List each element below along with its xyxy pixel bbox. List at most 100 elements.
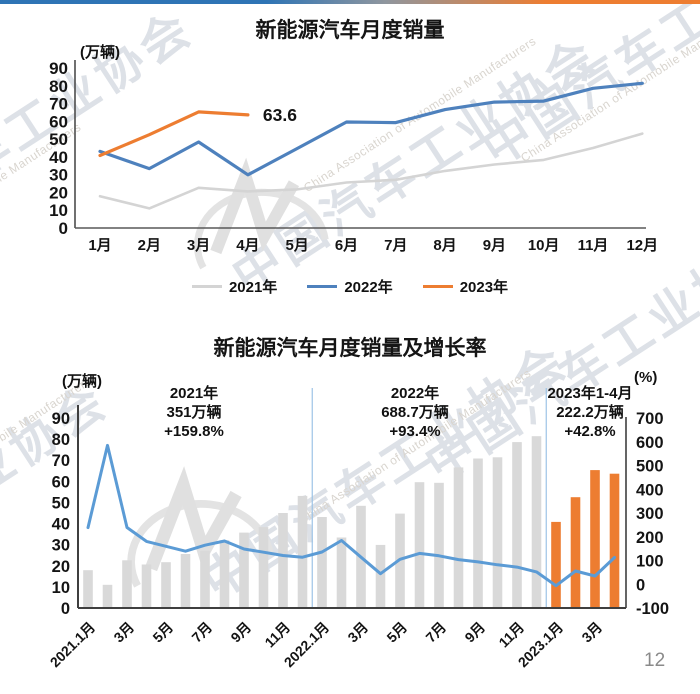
- y-tick-label: 50: [49, 130, 68, 149]
- annotation-volume: 222.2万辆: [556, 404, 624, 421]
- sales-growth-chart-title: 新能源汽车月度销量及增长率: [213, 337, 487, 360]
- y-tick-label: 40: [49, 148, 68, 167]
- legend-label: 2022年: [344, 279, 393, 296]
- accent-gradient-bar: [0, 0, 700, 4]
- right-tick-label: 100: [636, 553, 664, 571]
- left-tick-label: 20: [52, 558, 70, 576]
- y-tick-label: 0: [59, 219, 68, 238]
- y-tick-label: 70: [49, 95, 68, 114]
- y-tick-label: 20: [49, 183, 68, 202]
- sales-bar-2021: [161, 562, 171, 608]
- annotation-growth: +159.8%: [164, 423, 224, 440]
- sales-bar-2023: [551, 521, 561, 608]
- left-tick-label: 50: [52, 494, 70, 512]
- sales-bar-2021: [102, 584, 113, 608]
- sales-bar-2022: [453, 467, 464, 608]
- x-tick-label: 12月: [626, 237, 658, 254]
- left-tick-label: 40: [52, 516, 70, 534]
- legend-item-2021: 2021年: [191, 276, 278, 297]
- sales-bar-2021: [297, 495, 308, 608]
- legend-item-2022: 2022年: [307, 276, 393, 297]
- x-tick-label: 3月: [578, 619, 605, 646]
- x-tick-label: 8月: [433, 237, 456, 254]
- y-tick-label: 10: [49, 201, 68, 220]
- legend-line-swatch: [307, 285, 338, 288]
- annotation-year: 2023年1-4月: [547, 385, 633, 402]
- x-tick-label: 5月: [383, 619, 410, 646]
- x-tick-label: 9月: [461, 619, 488, 646]
- legend-line-swatch: [191, 285, 222, 288]
- left-tick-label: 90: [52, 410, 70, 428]
- sales-bar-2023: [590, 470, 600, 608]
- annotation-year: 2021年: [169, 385, 219, 402]
- right-tick-label: 0: [636, 576, 645, 594]
- x-tick-label: 3月: [110, 619, 137, 646]
- right-tick-label: 400: [636, 481, 664, 499]
- sales-bar-2022: [375, 544, 386, 608]
- sales-bar-2022: [492, 457, 503, 608]
- sales-bar-2022: [414, 482, 425, 608]
- left-tick-label: 0: [61, 600, 70, 618]
- series-line-2022年: [98, 81, 644, 177]
- x-tick-label: 6月: [335, 237, 358, 254]
- x-tick-label: 2021.1月: [47, 619, 98, 670]
- legend-item-2023: 2023年: [422, 276, 508, 297]
- y-tick-label: 80: [49, 77, 68, 96]
- annotation-year: 2022年: [390, 385, 440, 402]
- left-tick-label: 80: [52, 431, 70, 449]
- annotation-volume: 688.7万辆: [381, 404, 449, 421]
- sales-bar-2022: [512, 442, 522, 608]
- right-tick-label: 300: [636, 505, 664, 523]
- sales-bar-2021: [200, 550, 210, 608]
- right-axis-unit-label: (%): [634, 369, 658, 386]
- y-tick-label: 30: [49, 166, 68, 185]
- page-number: 12: [644, 650, 666, 671]
- series-line-2023年: [98, 110, 250, 158]
- legend-line-swatch: [422, 285, 453, 288]
- sales-bar-2021: [258, 527, 269, 608]
- chart-legend: 2021年 2022年 2023年: [0, 276, 700, 297]
- sales-bar-2021: [141, 564, 152, 608]
- annotation-growth: +93.4%: [389, 423, 441, 440]
- x-tick-label: 5月: [149, 619, 176, 646]
- x-tick-label: 9月: [227, 619, 254, 646]
- x-tick-label: 7月: [384, 237, 407, 254]
- x-tick-label: 3月: [344, 619, 371, 646]
- series-line-2021年: [98, 132, 644, 210]
- right-tick-label: 700: [636, 410, 664, 428]
- y-axis-unit-label: (万辆): [80, 44, 120, 61]
- sales-bar-2022: [434, 482, 444, 608]
- sales-bar-2022: [531, 436, 542, 608]
- sales-bar-2021: [83, 570, 93, 608]
- x-tick-label: 11月: [261, 619, 293, 651]
- sales-bar-2022: [317, 517, 327, 608]
- sales-bar-2021: [239, 532, 249, 608]
- annotation-growth: +42.8%: [564, 423, 616, 440]
- annotation-volume: 351万辆: [166, 404, 222, 421]
- data-point-label: 63.6: [263, 105, 297, 125]
- x-tick-label: 11月: [495, 619, 527, 651]
- x-tick-label: 7月: [422, 619, 449, 646]
- y-tick-label: 90: [49, 59, 68, 78]
- sales-bar-2022: [473, 458, 483, 608]
- sales-bar-2023: [570, 497, 581, 608]
- right-tick-label: 500: [636, 458, 664, 476]
- left-tick-label: 30: [52, 537, 70, 555]
- left-tick-label: 60: [52, 473, 70, 491]
- left-tick-label: 70: [52, 452, 70, 470]
- x-tick-label: 10月: [528, 237, 560, 254]
- annotation-2023-total: 2023年1-4月 222.2万辆 +42.8%: [504, 384, 676, 441]
- left-tick-label: 10: [52, 579, 70, 597]
- x-tick-label: 7月: [188, 619, 215, 646]
- annotation-2021-total: 2021年 351万辆 +159.8%: [108, 384, 280, 441]
- monthly-sales-chart-title: 新能源汽车月度销量: [255, 19, 445, 42]
- sales-bar-2021: [180, 554, 191, 608]
- sales-bar-2022: [336, 537, 347, 608]
- legend-label: 2021年: [228, 279, 278, 296]
- sales-bar-2021: [219, 540, 230, 608]
- right-tick-label: 200: [636, 529, 664, 547]
- sales-bar-2023: [609, 473, 620, 608]
